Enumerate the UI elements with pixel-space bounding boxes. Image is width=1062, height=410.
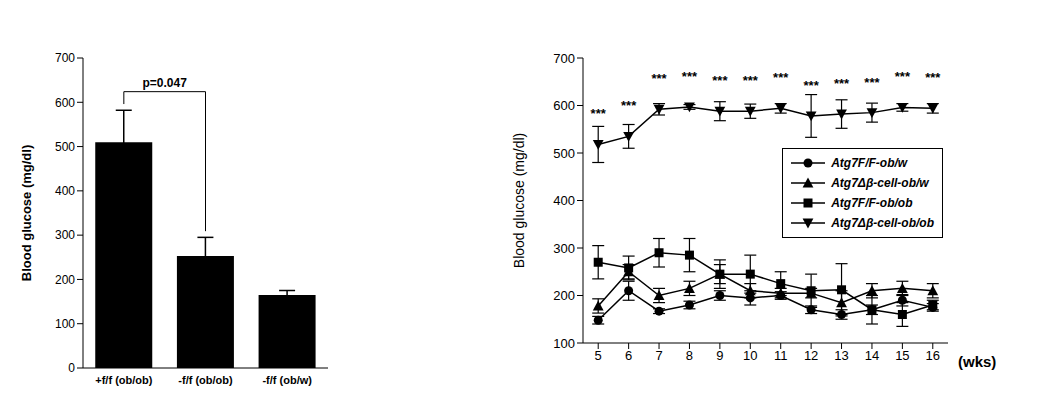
html-text:Atg7Δβ-cell-ob/w: Atg7Δβ-cell-ob/w [831,176,929,190]
svg-text:600: 600 [553,98,575,113]
svg-text:+f/f (ob/ob): +f/f (ob/ob) [95,374,152,386]
svg-text:***: *** [895,69,911,84]
svg-text:***: *** [925,70,941,85]
svg-text:15: 15 [895,348,909,363]
svg-text:600: 600 [55,96,75,110]
svg-text:***: *** [834,76,850,91]
html-text:Atg7F/F-ob/w: Atg7F/F-ob/w [831,156,908,170]
svg-text:9: 9 [716,348,723,363]
svg-text:13: 13 [834,348,848,363]
svg-text:***: *** [621,98,637,113]
svg-text:***: *** [804,78,820,93]
svg-text:7: 7 [655,348,662,363]
svg-text:6: 6 [625,348,632,363]
svg-text:0: 0 [68,361,75,375]
svg-text:***: *** [651,71,667,86]
svg-text:5: 5 [595,348,602,363]
svg-text:500: 500 [55,140,75,154]
svg-text:***: *** [712,73,728,88]
svg-text:12: 12 [804,348,818,363]
svg-text:***: *** [743,73,759,88]
svg-text:700: 700 [55,51,75,65]
svg-text:400: 400 [553,193,575,208]
svg-text:16: 16 [926,348,940,363]
svg-text:700: 700 [553,51,575,66]
html-text:(wks): (wks) [958,353,997,370]
svg-text:400: 400 [55,184,75,198]
svg-text:11: 11 [774,348,788,363]
svg-text:***: *** [682,69,698,84]
svg-text:-f/f (ob/ob): -f/f (ob/ob) [178,374,233,386]
svg-text:8: 8 [686,348,693,363]
svg-text:100: 100 [553,336,575,351]
svg-text:***: *** [864,75,880,90]
html-text:Atg7F/F-ob/ob: Atg7F/F-ob/ob [831,196,913,210]
svg-text:300: 300 [55,228,75,242]
svg-text:200: 200 [55,273,75,287]
svg-text:200: 200 [553,288,575,303]
svg-text:300: 300 [553,241,575,256]
svg-text:10: 10 [743,348,757,363]
svg-text:***: *** [591,106,607,121]
svg-text:500: 500 [553,146,575,161]
html-text:Atg7Δβ-cell-ob/ob: Atg7Δβ-cell-ob/ob [831,216,934,230]
svg-text:Blood glucose (mg/dl): Blood glucose (mg/dl) [19,145,34,282]
svg-text:-f/f (ob/w): -f/f (ob/w) [262,374,312,386]
svg-text:Blood glucose (mg/dl): Blood glucose (mg/dl) [511,133,527,268]
svg-text:14: 14 [865,348,879,363]
svg-text:***: *** [773,70,789,85]
svg-text:100: 100 [55,317,75,331]
svg-text:p=0.047: p=0.047 [142,76,187,90]
